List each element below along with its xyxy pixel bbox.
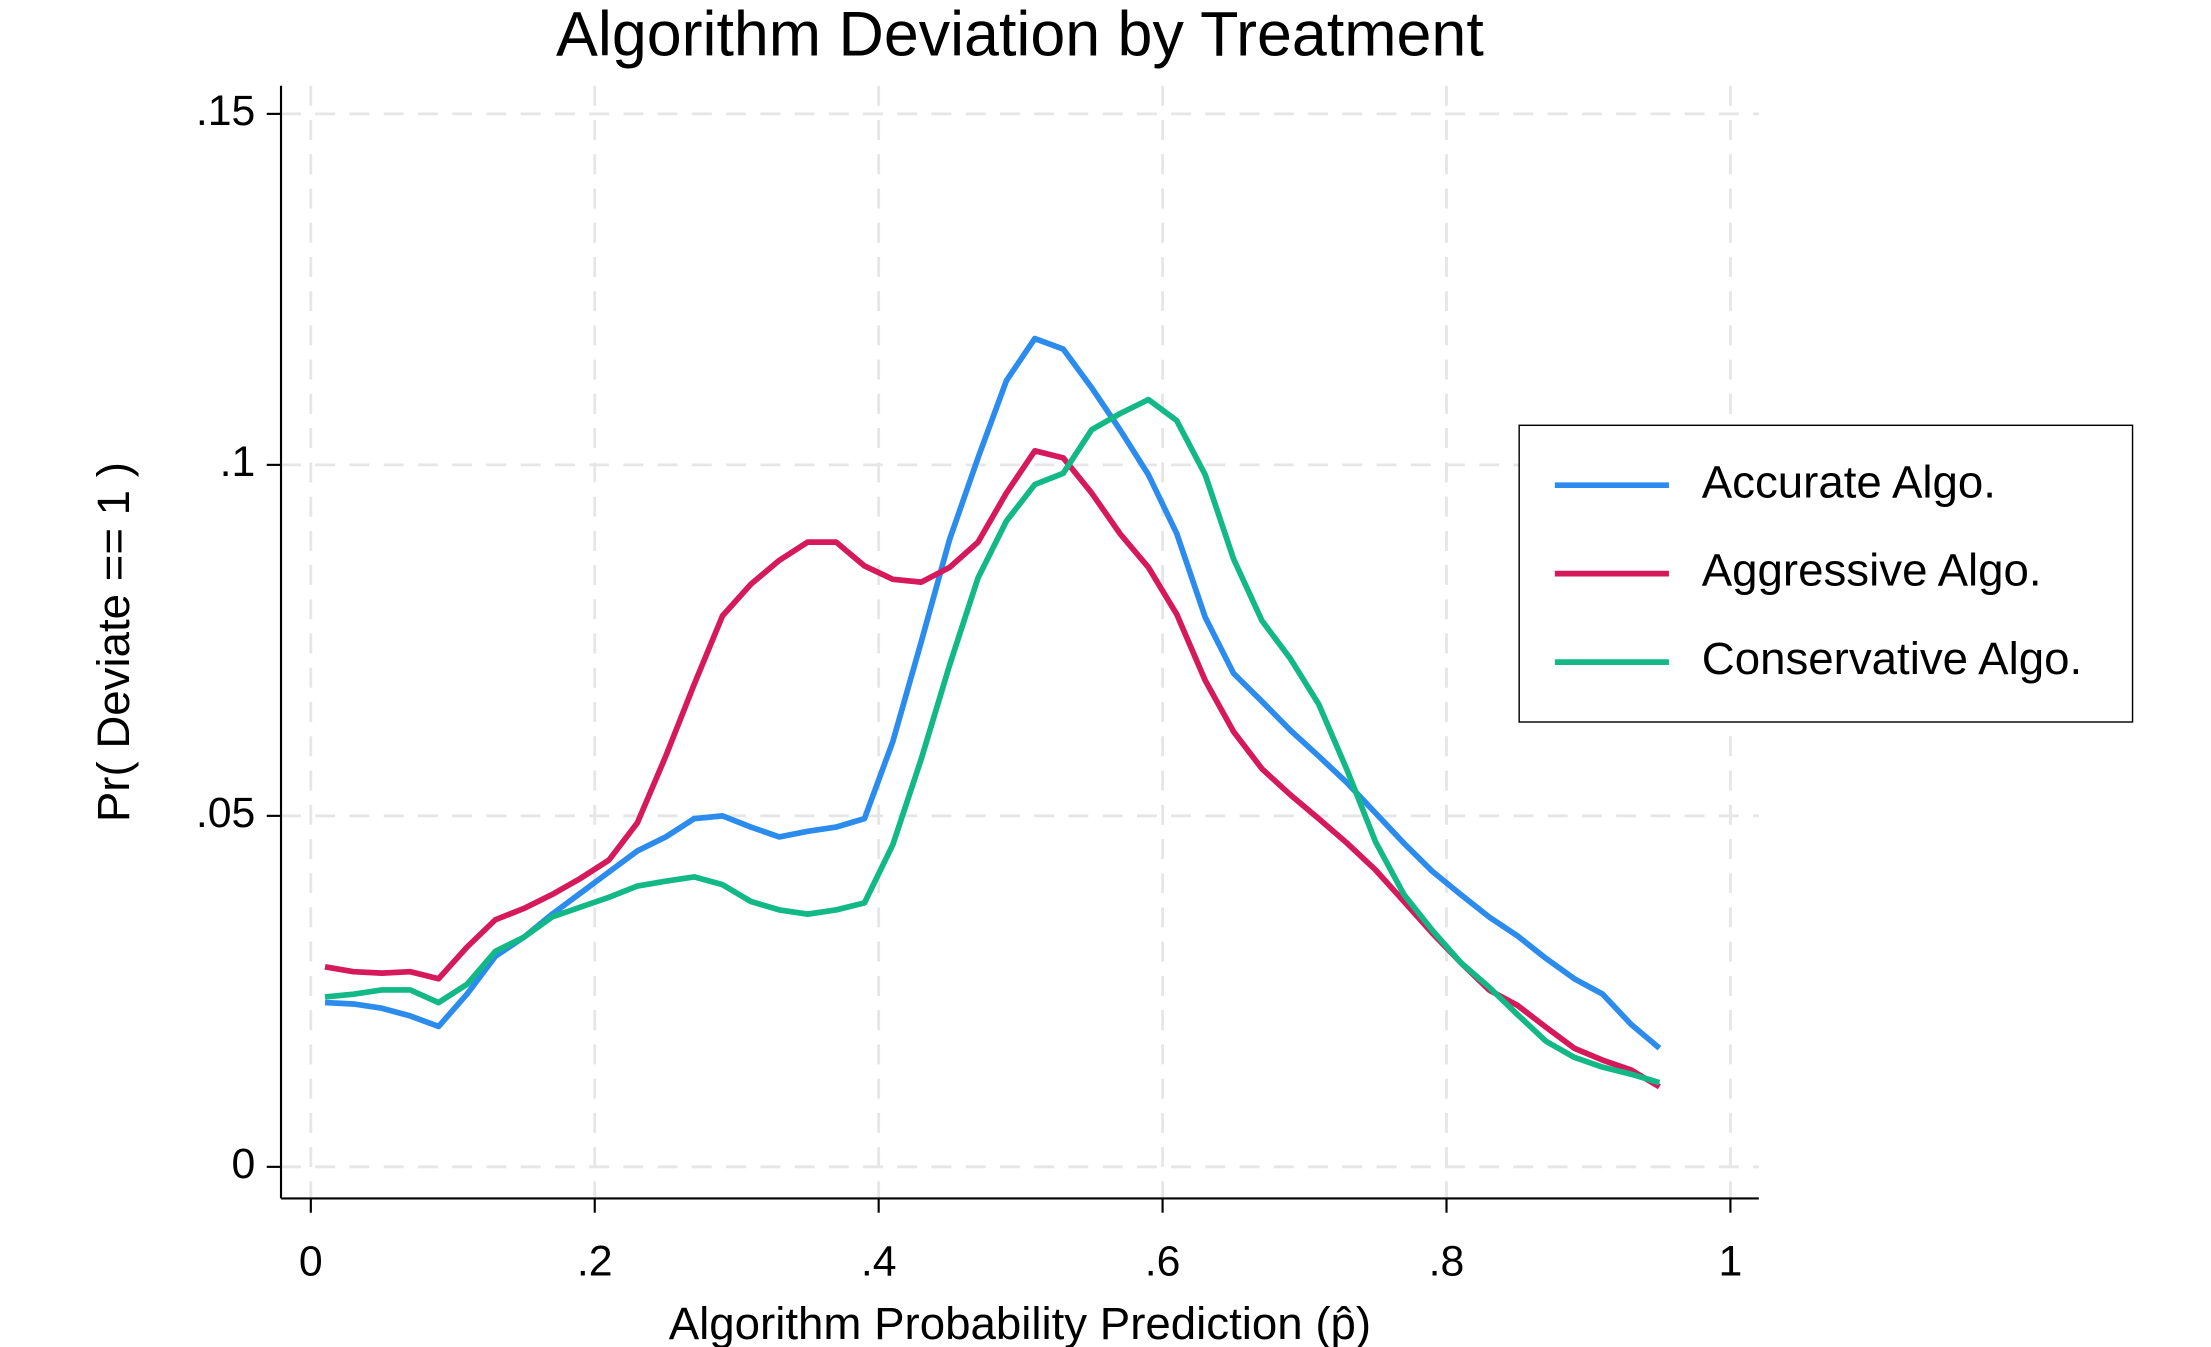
legend-label: Accurate Algo. <box>1702 456 1996 507</box>
legend-label: Conservative Algo. <box>1702 633 2082 684</box>
x-tick-label: .8 <box>1429 1237 1465 1285</box>
x-tick-label: 1 <box>1719 1237 1743 1285</box>
x-tick-label: .2 <box>577 1237 613 1285</box>
y-tick-label: .1 <box>220 438 256 486</box>
legend-label: Aggressive Algo. <box>1702 545 2042 596</box>
line-series <box>324 396 1661 1086</box>
x-tick-label: 0 <box>299 1237 323 1285</box>
y-tick-label: .05 <box>196 789 255 837</box>
x-tick-label: .6 <box>1145 1237 1181 1285</box>
x-axis-label: Algorithm Probability Prediction (p̂) <box>669 1298 1371 1347</box>
chart-title: Algorithm Deviation by Treatment <box>556 0 1484 69</box>
line-series <box>324 335 1662 1051</box>
y-tick-label: 0 <box>232 1140 256 1188</box>
y-tick-label: .15 <box>196 87 255 135</box>
y-axis-label: Pr( Deviate == 1 ) <box>88 462 139 822</box>
x-tick-label: .4 <box>861 1237 897 1285</box>
